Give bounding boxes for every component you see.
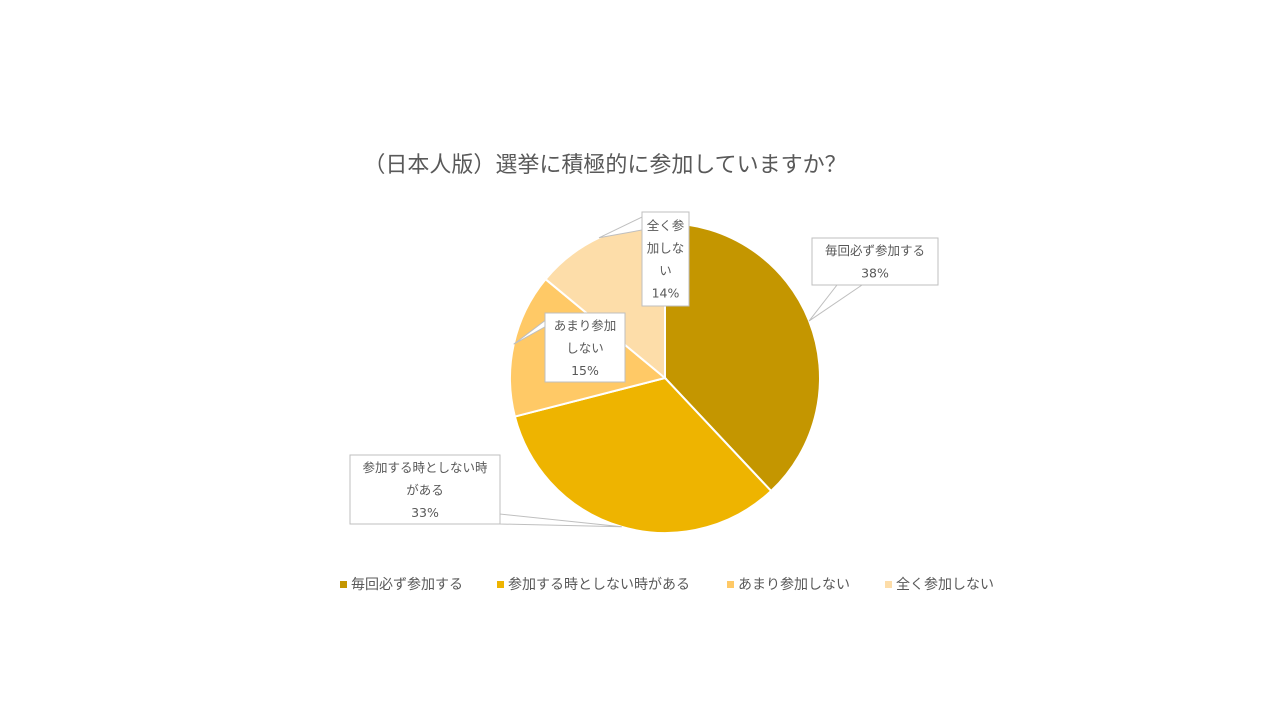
data-label-value: 38% — [861, 266, 889, 281]
legend-label: 全く参加しない — [896, 576, 994, 593]
legend-swatch — [340, 581, 347, 588]
data-label-value: 33% — [411, 505, 439, 520]
legend-item-3: あまり参加しない — [727, 576, 850, 593]
legend-swatch — [727, 581, 734, 588]
data-label-text: 毎回必ず参加する — [825, 243, 925, 258]
legend-item-2: 参加する時としない時がある — [497, 576, 690, 593]
chart-legend: 毎回必ず参加する 参加する時としない時がある あまり参加しない 全く参加しない — [340, 576, 994, 593]
callout-pointer — [808, 284, 864, 322]
data-label-text: 参加する時としない時 — [362, 460, 488, 475]
data-label-4: 全く参加しない 14% — [598, 211, 690, 307]
callout-box — [544, 312, 626, 383]
legend-swatch — [497, 581, 504, 588]
chart-title: （日本人版）選挙に積極的に参加していますか？ — [363, 153, 846, 178]
data-label-value: 15% — [571, 363, 599, 378]
data-label-value: 14% — [652, 286, 680, 301]
data-label-text: 加しな — [647, 241, 685, 256]
legend-label: あまり参加しない — [738, 576, 850, 593]
callout-box — [349, 454, 501, 525]
callout-box — [641, 211, 690, 307]
data-label-text: がある — [406, 482, 444, 497]
data-label-text: あまり参加 — [554, 318, 617, 333]
legend-swatch — [885, 581, 892, 588]
data-label-3: あまり参加しない 15% — [513, 312, 626, 383]
data-label-text: い — [659, 263, 672, 278]
data-label-callouts: 毎回必ず参加する 38% 参加する時としない時がある 33% あまり参加しない 15% 全く… — [349, 211, 939, 528]
legend-label: 参加する時としない時がある — [508, 576, 690, 593]
data-label-2: 参加する時としない時がある 33% — [349, 454, 622, 528]
data-label-1: 毎回必ず参加する 38% — [808, 237, 939, 322]
legend-label: 毎回必ず参加する — [351, 576, 463, 593]
legend-item-4: 全く参加しない — [885, 576, 994, 593]
data-label-text: 全く参 — [647, 218, 685, 233]
legend-item-1: 毎回必ず参加する — [340, 576, 463, 593]
data-label-text: しない — [566, 340, 604, 355]
callout-box — [811, 237, 939, 286]
